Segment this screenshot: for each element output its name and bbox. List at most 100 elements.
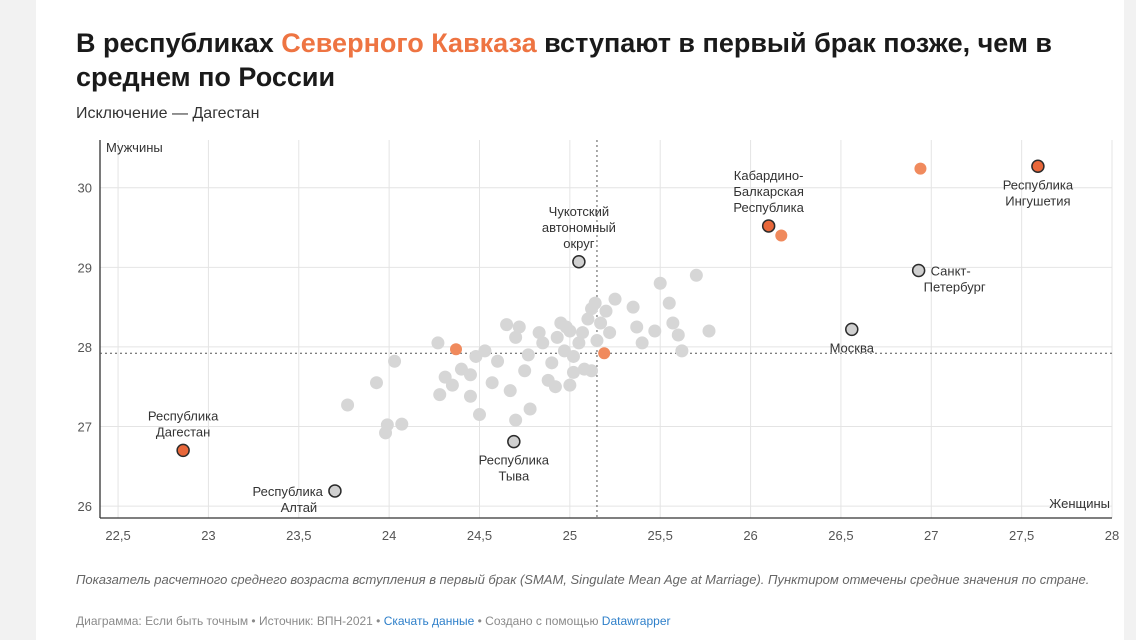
caucasus-region-point [450, 343, 463, 356]
x-tick-label: 23,5 [286, 528, 311, 543]
caucasus-region-point [775, 229, 788, 242]
region-point [599, 304, 613, 318]
x-tick-label: 27,5 [1009, 528, 1034, 543]
caucasus-labeled-point [176, 443, 190, 458]
region-point [626, 300, 640, 314]
region-point [548, 380, 562, 394]
footer-created: • Создано с помощью [474, 614, 602, 628]
region-point [585, 364, 599, 378]
labeled-point [328, 484, 342, 498]
region-point [512, 320, 526, 334]
region-point [341, 398, 355, 412]
caucasus-labeled-point [1031, 159, 1045, 174]
point-label: Алтай [281, 500, 318, 515]
region-point [635, 336, 649, 350]
region-point [603, 326, 617, 340]
region-point [550, 330, 564, 344]
y-tick-label: 28 [78, 340, 92, 355]
chart-title: В республиках Северного Кавказа вступают… [76, 26, 1106, 94]
x-tick-label: 23 [201, 528, 215, 543]
region-point [536, 336, 550, 350]
region-point [563, 378, 577, 392]
region-point [563, 324, 577, 338]
region-point [491, 354, 505, 368]
labeled-point [845, 322, 859, 337]
page-scrollbar[interactable] [1124, 0, 1136, 640]
region-point [545, 356, 559, 370]
point-label: Республика [733, 200, 804, 215]
caucasus-region-point [598, 347, 611, 360]
x-tick-label: 25 [563, 528, 577, 543]
region-point [689, 268, 703, 282]
region-point [369, 376, 383, 390]
point-label: Москва [830, 340, 875, 355]
caucasus-labeled-point [761, 219, 776, 233]
region-point [581, 312, 595, 326]
download-data-link[interactable]: Скачать данные [383, 614, 475, 628]
region-point [485, 376, 499, 390]
region-point [509, 413, 523, 427]
region-point [503, 384, 517, 398]
region-point [566, 349, 580, 363]
region-point [572, 336, 586, 350]
region-point [702, 324, 716, 338]
x-axis-title: Женщины [1049, 496, 1110, 511]
chart-footer: Диаграмма: Если быть точным • Источник: … [76, 614, 671, 628]
region-point [590, 334, 604, 348]
caucasus-region-point [914, 162, 927, 175]
region-point [518, 364, 532, 378]
region-point [671, 328, 685, 342]
region-point [463, 368, 477, 382]
region-point [431, 336, 445, 350]
point-label: Ингушетия [1005, 193, 1070, 208]
point-label: Кабардино- [734, 168, 804, 183]
y-tick-label: 30 [78, 181, 92, 196]
x-tick-label: 26,5 [828, 528, 853, 543]
point-label: Республика [1003, 177, 1074, 192]
region-point [380, 418, 394, 432]
point-label: Республика [252, 484, 323, 499]
region-point [433, 388, 447, 402]
region-point [473, 408, 486, 422]
region-point [388, 354, 402, 368]
region-point [675, 344, 689, 358]
region-point [532, 326, 546, 340]
x-tick-label: 22,5 [105, 528, 130, 543]
point-label: Чукотский [549, 204, 609, 219]
datawrapper-link[interactable]: Datawrapper [601, 614, 671, 628]
x-tick-label: 25,5 [648, 528, 673, 543]
region-point [395, 417, 409, 431]
region-point [630, 320, 644, 334]
chart-note: Показатель расчетного среднего возраста … [76, 572, 1090, 587]
y-tick-label: 29 [78, 260, 92, 275]
labeled-point [572, 255, 586, 269]
point-label: Балкарская [733, 184, 804, 199]
x-tick-label: 24 [382, 528, 396, 543]
x-tick-label: 28 [1105, 528, 1119, 543]
x-tick-label: 24,5 [467, 528, 492, 543]
labeled-point [911, 263, 926, 278]
region-point [666, 316, 680, 330]
point-label: Петербург [924, 280, 986, 295]
chart-card [36, 0, 1124, 640]
region-point [648, 324, 662, 338]
x-tick-label: 27 [924, 528, 938, 543]
region-point [500, 318, 514, 332]
region-point [445, 378, 459, 392]
region-point [521, 348, 535, 362]
y-tick-label: 27 [78, 419, 92, 434]
labeled-point [507, 434, 521, 449]
region-point [478, 344, 492, 358]
region-point [608, 292, 622, 306]
title-part-1: В республиках [76, 28, 282, 58]
region-point [653, 276, 667, 290]
footer-source: Диаграмма: Если быть точным • Источник: … [76, 614, 384, 628]
region-point [594, 316, 608, 330]
y-tick-label: 26 [78, 499, 92, 514]
point-label: Санкт- [931, 264, 971, 279]
region-point [523, 402, 537, 416]
region-point [588, 296, 602, 310]
title-part-2: вступают в первый брак позже, чем в сред… [76, 28, 1053, 92]
y-axis-title: Мужчины [106, 140, 163, 155]
